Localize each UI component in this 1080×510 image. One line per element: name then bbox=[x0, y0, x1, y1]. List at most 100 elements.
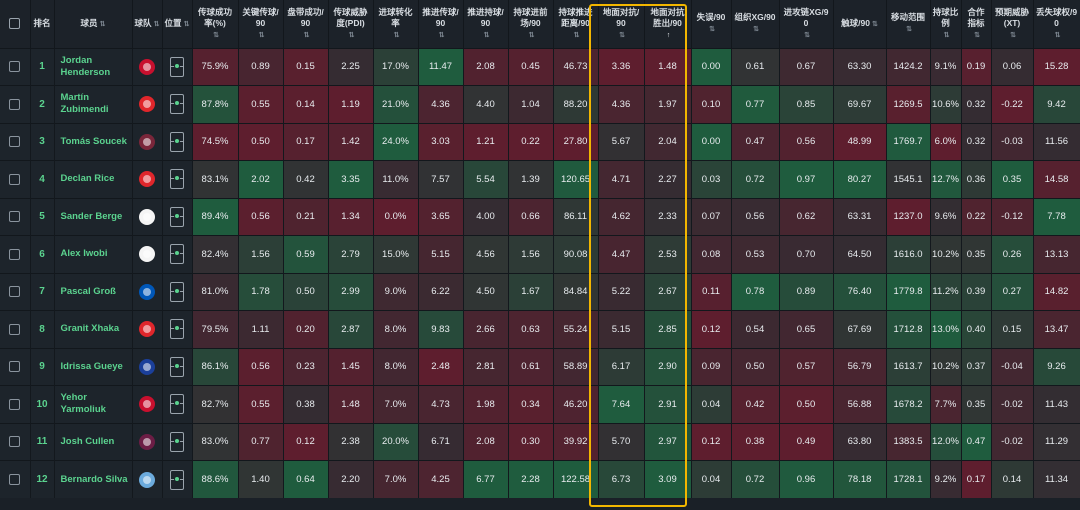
sort-icon[interactable]: ⇅ bbox=[871, 20, 878, 28]
club-crest-icon[interactable] bbox=[139, 208, 155, 225]
sort-icon[interactable]: ⇅ bbox=[753, 26, 759, 34]
header-prog_pass[interactable]: 推进传球/90 ⇅ bbox=[418, 0, 464, 48]
club-crest-icon[interactable] bbox=[139, 433, 155, 450]
club-cell[interactable] bbox=[132, 235, 163, 273]
club-cell[interactable] bbox=[132, 47, 163, 86]
sort-icon[interactable]: ⇅ bbox=[528, 31, 535, 39]
header-dribble[interactable]: 盘带成功/90 ⇅ bbox=[283, 0, 329, 48]
table-row[interactable]: 12 Bernardo Silva 88.6% 1.40 0.64 2.20 7.0% 4.2… bbox=[0, 460, 1080, 498]
club-crest-icon[interactable] bbox=[139, 396, 155, 413]
row-select-cell[interactable] bbox=[0, 385, 31, 423]
player-name-link[interactable]: Idrissa Gueye bbox=[54, 347, 133, 386]
row-checkbox[interactable] bbox=[9, 323, 21, 335]
club-crest-icon[interactable] bbox=[139, 283, 155, 300]
header-select[interactable] bbox=[0, 0, 31, 48]
header-xg_buildup[interactable]: 进攻链XG/90 ⇅ bbox=[779, 0, 834, 48]
header-gduels_won[interactable]: 地面对抗胜出/90 ↑ bbox=[644, 0, 692, 48]
club-crest-icon[interactable] bbox=[139, 471, 155, 488]
row-select-cell[interactable] bbox=[0, 122, 31, 161]
table-row[interactable]: 4 Declan Rice 83.1% 2.02 0.42 3.35 11.0% 7.57 5.… bbox=[0, 160, 1080, 198]
row-checkbox[interactable] bbox=[9, 286, 21, 298]
club-crest-icon[interactable] bbox=[139, 246, 155, 263]
row-checkbox[interactable] bbox=[9, 136, 21, 148]
sort-icon[interactable]: ⇅ bbox=[258, 31, 265, 39]
row-checkbox[interactable] bbox=[9, 98, 21, 110]
player-name-link[interactable]: Jordan Henderson bbox=[54, 47, 133, 86]
sort-icon[interactable]: ⇅ bbox=[1010, 31, 1016, 39]
header-pdi[interactable]: 传球威胁度(PDI) ⇅ bbox=[328, 0, 374, 48]
player-name-link[interactable]: Josh Cullen bbox=[54, 422, 133, 461]
player-name-link[interactable]: Bernardo Silva bbox=[54, 460, 133, 498]
sort-icon[interactable]: ⇅ bbox=[153, 20, 160, 28]
club-crest-icon[interactable] bbox=[139, 58, 155, 75]
table-row[interactable]: 6 Alex Iwobi 82.4% 1.56 0.59 2.79 15.0% 5.15 4.5… bbox=[0, 235, 1080, 273]
sort-icon[interactable]: ⇅ bbox=[974, 31, 980, 39]
header-pass_pct[interactable]: 传球成功率(%) ⇅ bbox=[192, 0, 239, 48]
header-prog_carry[interactable]: 推进持球/90 ⇅ bbox=[463, 0, 509, 48]
header-carry_dist[interactable]: 持球推进距离/90 ⇅ bbox=[553, 0, 599, 48]
sort-icon[interactable]: ⇅ bbox=[943, 31, 950, 39]
row-select-cell[interactable] bbox=[0, 272, 31, 311]
sort-icon[interactable]: ⇅ bbox=[438, 31, 445, 39]
header-key_pass[interactable]: 关键传球/90 ⇅ bbox=[238, 0, 284, 48]
row-select-cell[interactable] bbox=[0, 347, 31, 386]
club-cell[interactable] bbox=[132, 422, 163, 461]
club-cell[interactable] bbox=[132, 310, 163, 348]
club-cell[interactable] bbox=[132, 385, 163, 423]
club-cell[interactable] bbox=[132, 122, 163, 161]
row-select-cell[interactable] bbox=[0, 460, 31, 498]
table-row[interactable]: 1 Jordan Henderson 75.9% 0.89 0.15 2.25 17.0% 1… bbox=[0, 47, 1080, 86]
club-crest-icon[interactable] bbox=[139, 96, 155, 113]
sort-icon[interactable]: ⇅ bbox=[1054, 31, 1061, 39]
club-cell[interactable] bbox=[132, 85, 163, 123]
header-player[interactable]: 球员 ⇅ bbox=[54, 0, 133, 48]
table-row[interactable]: 3 Tomás Soucek 74.5% 0.50 0.17 1.42 24.0% 3.03 1… bbox=[0, 122, 1080, 161]
header-xt[interactable]: 预期威胁(XT) ⇅ bbox=[991, 0, 1034, 48]
header-carry_ratio[interactable]: 持球比例 ⇅ bbox=[930, 0, 962, 48]
player-name-link[interactable]: Declan Rice bbox=[54, 160, 133, 198]
club-cell[interactable] bbox=[132, 347, 163, 386]
table-row[interactable]: 11 Josh Cullen 83.0% 0.77 0.12 2.38 20.0% 6.71 2… bbox=[0, 422, 1080, 461]
sort-icon[interactable]: ⇅ bbox=[483, 31, 490, 39]
row-checkbox[interactable] bbox=[9, 248, 21, 260]
row-select-cell[interactable] bbox=[0, 197, 31, 236]
header-pos[interactable]: 位置 ⇅ bbox=[162, 0, 193, 48]
row-select-cell[interactable] bbox=[0, 160, 31, 198]
header-errors[interactable]: 失误/90 ⇅ bbox=[691, 0, 732, 48]
player-name-link[interactable]: Pascal Groß bbox=[54, 272, 133, 311]
club-cell[interactable] bbox=[132, 460, 163, 498]
row-select-cell[interactable] bbox=[0, 235, 31, 273]
header-range[interactable]: 移动范围 ⇅ bbox=[886, 0, 931, 48]
header-touches[interactable]: 触球/90 ⇅ bbox=[833, 0, 887, 48]
row-checkbox[interactable] bbox=[9, 61, 21, 73]
select-all-checkbox[interactable] bbox=[9, 18, 21, 30]
row-select-cell[interactable] bbox=[0, 85, 31, 123]
header-conv[interactable]: 进球转化率 ⇅ bbox=[373, 0, 419, 48]
sort-icon[interactable]: ⇅ bbox=[804, 31, 810, 39]
row-checkbox[interactable] bbox=[9, 173, 21, 185]
row-checkbox[interactable] bbox=[9, 436, 21, 448]
row-select-cell[interactable] bbox=[0, 422, 31, 461]
player-name-link[interactable]: Yehor Yarmoliuk bbox=[54, 385, 133, 423]
row-checkbox[interactable] bbox=[9, 398, 21, 410]
club-cell[interactable] bbox=[132, 197, 163, 236]
player-name-link[interactable]: Sander Berge bbox=[54, 197, 133, 236]
club-cell[interactable] bbox=[132, 160, 163, 198]
sort-icon[interactable]: ⇅ bbox=[99, 20, 106, 28]
header-coop[interactable]: 合作指标 ⇅ bbox=[961, 0, 992, 48]
header-xg_chain[interactable]: 组织XG/90 ⇅ bbox=[731, 0, 780, 48]
header-club[interactable]: 球队 ⇅ bbox=[132, 0, 163, 48]
header-carry_ft[interactable]: 持球进前场/90 ⇅ bbox=[508, 0, 554, 48]
sort-icon[interactable]: ⇅ bbox=[183, 20, 190, 28]
row-checkbox[interactable] bbox=[9, 473, 21, 485]
sort-ascending-icon[interactable]: ↑ bbox=[666, 31, 671, 39]
row-checkbox[interactable] bbox=[9, 361, 21, 373]
sort-icon[interactable]: ⇅ bbox=[619, 31, 625, 39]
club-cell[interactable] bbox=[132, 272, 163, 311]
sort-icon[interactable]: ⇅ bbox=[573, 31, 580, 39]
sort-icon[interactable]: ⇅ bbox=[709, 26, 715, 34]
sort-icon[interactable]: ⇅ bbox=[213, 31, 219, 39]
sort-icon[interactable]: ⇅ bbox=[906, 26, 912, 34]
club-crest-icon[interactable] bbox=[139, 133, 155, 150]
table-row[interactable]: 2 Martín Zubimendi 87.8% 0.55 0.14 1.19 21.0% 4… bbox=[0, 85, 1080, 123]
